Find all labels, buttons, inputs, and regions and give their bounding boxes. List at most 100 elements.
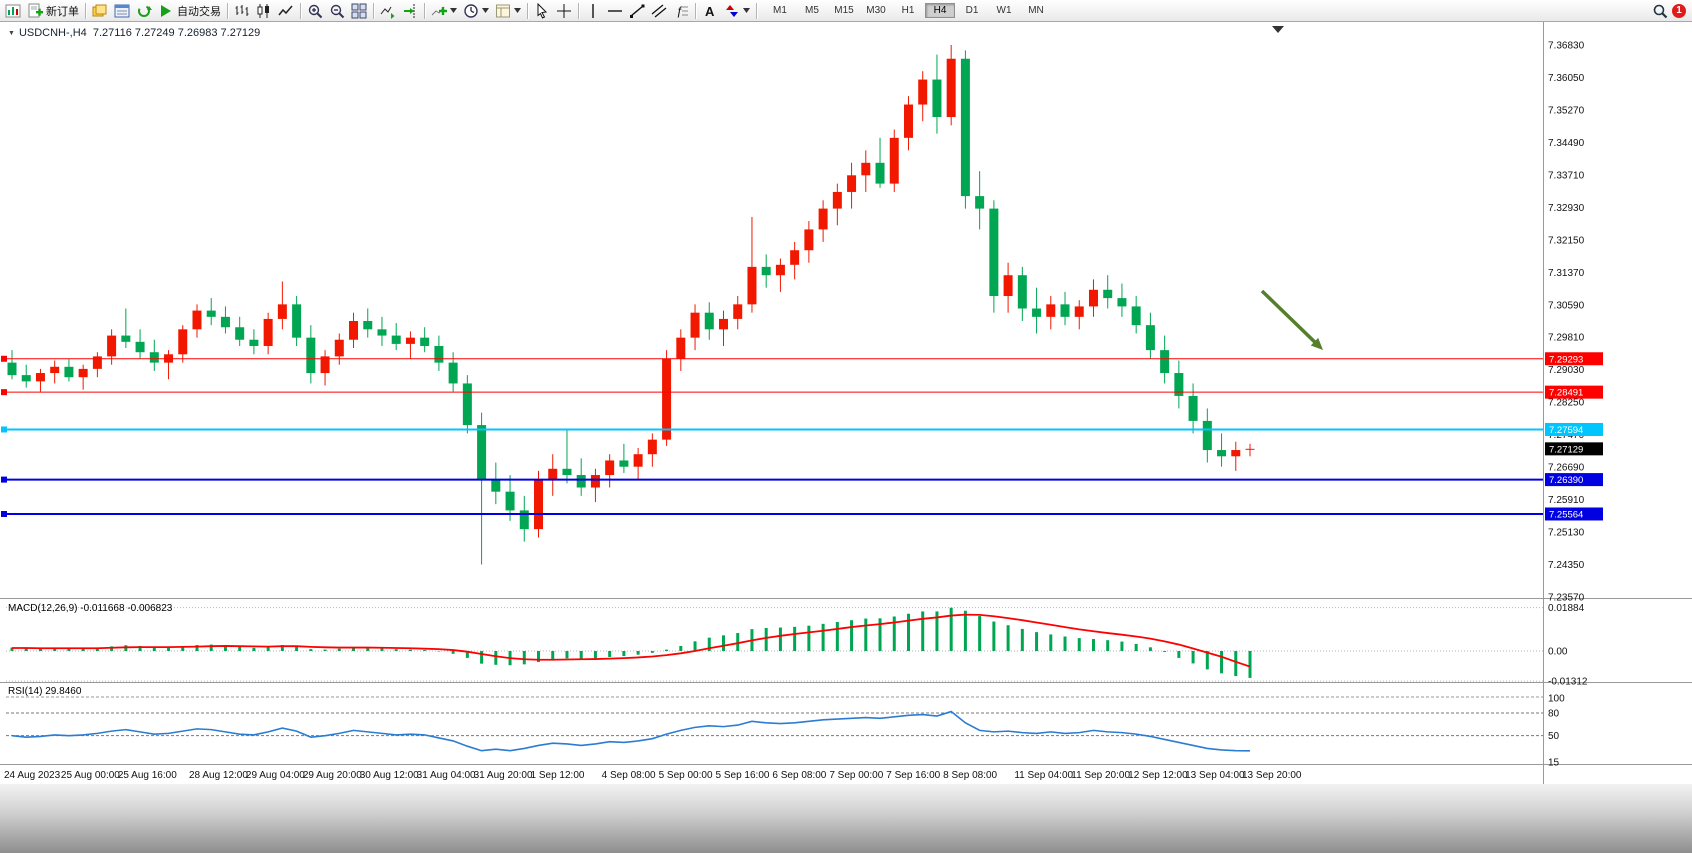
- time-axis-label: 13 Sep 20:00: [1242, 770, 1302, 781]
- chart-shift-button[interactable]: [399, 1, 421, 21]
- price-tag[interactable]: [1545, 352, 1603, 366]
- refresh-button[interactable]: [133, 1, 155, 21]
- candle-body: [775, 264, 785, 276]
- time-axis-label: 11 Sep 04:00: [1014, 770, 1073, 781]
- cursor-button[interactable]: [531, 1, 553, 21]
- new-chart-button[interactable]: [2, 1, 24, 21]
- candle-body: [320, 356, 330, 374]
- toolbar-separator: [300, 2, 301, 19]
- candle-body: [946, 58, 956, 118]
- horizontal-line-icon: [608, 9, 622, 12]
- candle-body: [391, 335, 401, 344]
- line-handle[interactable]: [1, 426, 7, 433]
- market-watch-button[interactable]: [111, 1, 133, 21]
- price-axis-label: 7.30590: [1548, 300, 1585, 311]
- zoom-in-button[interactable]: [304, 1, 326, 21]
- line-chart-button[interactable]: [275, 1, 297, 21]
- timeframe-w1[interactable]: W1: [996, 5, 1012, 16]
- trendline-button[interactable]: [626, 1, 648, 21]
- toolbar: 新订单 自动交易: [0, 0, 1692, 22]
- candle-body: [690, 312, 700, 338]
- timeframe-d1[interactable]: D1: [965, 5, 979, 16]
- price-tag-label: 7.25564: [1549, 509, 1583, 520]
- horizontal-line-button[interactable]: [604, 1, 626, 21]
- line-handle[interactable]: [1, 389, 7, 396]
- line-chart-icon: [278, 5, 293, 15]
- candle-body: [960, 58, 970, 197]
- toolbar-right: 1: [1652, 3, 1690, 19]
- candle-body: [50, 366, 60, 374]
- price-tag-label: 7.26390: [1549, 475, 1583, 486]
- symbol-menu-icon[interactable]: ▼: [8, 29, 15, 37]
- fibonacci-icon: ƒ: [676, 4, 688, 18]
- line-handle[interactable]: [1, 510, 7, 517]
- time-axis-label: 11 Sep 20:00: [1071, 770, 1130, 781]
- vertical-line-icon: [592, 3, 594, 18]
- timeframe-m15[interactable]: M15: [834, 5, 854, 16]
- price-axis-label: 7.23570: [1548, 593, 1585, 604]
- candle-body: [462, 383, 472, 426]
- toolbar-separator: [227, 2, 228, 19]
- timeframe-m5[interactable]: M5: [805, 5, 819, 16]
- timeframe-mn[interactable]: MN: [1028, 5, 1044, 16]
- candle-body: [35, 373, 45, 382]
- crosshair-button[interactable]: [553, 1, 575, 21]
- refresh-icon: [138, 4, 152, 17]
- price-axis-label: 7.29030: [1548, 365, 1585, 376]
- time-axis-label: 31 Aug 04:00: [417, 770, 476, 781]
- autotrading-button[interactable]: 自动交易: [155, 1, 224, 21]
- arrow-annotation-head[interactable]: [1310, 337, 1323, 350]
- rsi-indicator-label: RSI(14) 29.8460: [8, 686, 82, 697]
- price-axis-label: 7.25130: [1548, 528, 1585, 539]
- price-axis-label: 7.34490: [1548, 138, 1585, 149]
- price-axis-label: 7.24350: [1548, 560, 1585, 571]
- templates-button[interactable]: [492, 1, 524, 21]
- candle-body: [149, 352, 159, 363]
- symbol-label: ▼ USDCNH-,H4 7.27116 7.27249 7.26983 7.2…: [8, 27, 260, 39]
- timeframe-m1[interactable]: M1: [773, 5, 787, 16]
- notification-badge[interactable]: 1: [1672, 3, 1686, 18]
- fibonacci-button[interactable]: ƒ: [670, 1, 692, 21]
- channel-button[interactable]: [648, 1, 670, 21]
- timeframe-h1[interactable]: H1: [901, 5, 915, 16]
- price-axis-label: 7.29810: [1548, 333, 1585, 344]
- line-handle[interactable]: [1, 476, 7, 483]
- candle-body: [1188, 395, 1198, 421]
- arrow-annotation[interactable]: [1260, 289, 1319, 346]
- candle-body: [1202, 420, 1212, 451]
- auto-scroll-button[interactable]: [377, 1, 399, 21]
- timeframe-m30[interactable]: M30: [866, 5, 886, 16]
- search-icon[interactable]: [1652, 3, 1668, 19]
- tile-windows-button[interactable]: [348, 1, 370, 21]
- price-tag[interactable]: [1545, 422, 1603, 436]
- symbol-ohlc-text: USDCNH-,H4 7.27116 7.27249 7.26983 7.271…: [18, 27, 261, 39]
- bar-chart-button[interactable]: [231, 1, 253, 21]
- text-label-button[interactable]: A: [699, 1, 721, 21]
- indicators-button[interactable]: [428, 1, 460, 21]
- zoom-out-button[interactable]: [326, 1, 348, 21]
- timeframe-h4[interactable]: H4: [925, 3, 955, 18]
- candlestick-chart-button[interactable]: [253, 1, 275, 21]
- price-tag[interactable]: [1545, 473, 1603, 487]
- candle-body: [804, 229, 814, 251]
- periods-button[interactable]: [460, 1, 492, 21]
- candle-body: [477, 425, 487, 480]
- auto-scroll-icon: [380, 6, 395, 19]
- new-order-button[interactable]: 新订单: [24, 1, 82, 21]
- profiles-button[interactable]: [89, 1, 111, 21]
- new-order-label: 新订单: [46, 5, 79, 18]
- time-axis-label: 5 Sep 00:00: [659, 770, 713, 781]
- line-handle[interactable]: [1, 355, 7, 362]
- candle-body: [719, 318, 728, 330]
- time-axis-label: 29 Aug 04:00: [246, 770, 305, 781]
- candle-body: [861, 162, 871, 176]
- macd-signal-line: [12, 613, 1251, 668]
- toolbar-separator: [424, 2, 425, 19]
- candle-body: [1046, 304, 1056, 317]
- price-tag[interactable]: [1545, 507, 1603, 521]
- candle-body: [676, 337, 686, 359]
- arrows-button[interactable]: [721, 1, 753, 21]
- candle-body: [135, 341, 145, 353]
- price-tag[interactable]: [1545, 385, 1603, 399]
- vertical-line-button[interactable]: [582, 1, 604, 21]
